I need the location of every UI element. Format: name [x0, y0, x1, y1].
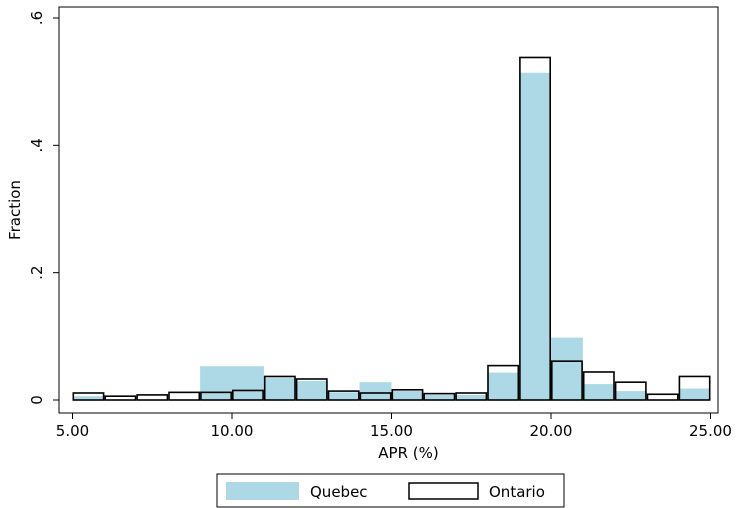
quebec-bar	[582, 384, 615, 400]
y-axis-title: Fraction	[6, 180, 24, 240]
ontario-bar	[678, 375, 711, 401]
ontario-bar	[136, 394, 169, 401]
quebec-bar	[295, 380, 328, 400]
ontario-bar	[455, 392, 488, 401]
y-tick-label: .2	[28, 266, 46, 280]
ontario-bars	[72, 56, 711, 401]
quebec-bar	[551, 337, 583, 400]
quebec-bar	[263, 377, 296, 400]
legend-swatch-quebec	[226, 482, 299, 500]
ontario-bar	[582, 371, 615, 401]
x-tick-label: 15.00	[370, 422, 413, 440]
y-tick-label: .4	[28, 138, 46, 152]
x-tick-label: 5.00	[56, 422, 89, 440]
quebec-bar	[391, 391, 424, 400]
ontario-bar	[200, 391, 232, 401]
quebec-bar	[678, 388, 711, 400]
ontario-bar	[391, 389, 424, 401]
ontario-bar	[423, 392, 456, 401]
y-tick-label: 0	[28, 395, 46, 405]
legend-label-ontario: Ontario	[489, 483, 545, 501]
ontario-bar	[614, 381, 647, 401]
x-tick-label: 20.00	[530, 422, 573, 440]
legend: Quebec Ontario	[216, 473, 565, 508]
quebec-bar	[455, 394, 488, 400]
x-tick-label: 25.00	[689, 422, 732, 440]
ontario-bar	[646, 393, 679, 401]
quebec-bar	[359, 382, 392, 400]
quebec-bar	[327, 392, 360, 400]
x-axis-title: APR (%)	[378, 444, 438, 462]
ontario-bar	[104, 395, 137, 401]
quebec-bar	[423, 394, 456, 400]
legend-swatch-ontario	[408, 482, 479, 500]
quebec-bars	[72, 72, 711, 401]
ontario-bar	[359, 392, 392, 401]
ontario-bar	[327, 390, 360, 401]
ontario-bar	[487, 364, 520, 401]
ontario-bar	[168, 391, 201, 401]
ontario-bar	[72, 392, 105, 401]
legend-label-quebec: Quebec	[310, 483, 368, 501]
x-axis: 5.00 10.00 15.00 20.00 25.00	[56, 413, 732, 440]
ontario-bar	[550, 360, 583, 401]
y-tick-label: .6	[28, 11, 46, 25]
ontario-bar	[295, 378, 328, 401]
quebec-bar	[519, 72, 551, 401]
plot-frame	[58, 6, 719, 414]
y-axis: 0 .2 .4 .6	[28, 11, 59, 405]
ontario-bar	[263, 375, 296, 401]
quebec-bar	[72, 396, 105, 400]
x-tick-label: 10.00	[211, 422, 254, 440]
ontario-bar	[519, 56, 552, 401]
quebec-bar	[487, 372, 520, 400]
quebec-bar	[614, 391, 647, 400]
ontario-bar	[232, 389, 264, 401]
